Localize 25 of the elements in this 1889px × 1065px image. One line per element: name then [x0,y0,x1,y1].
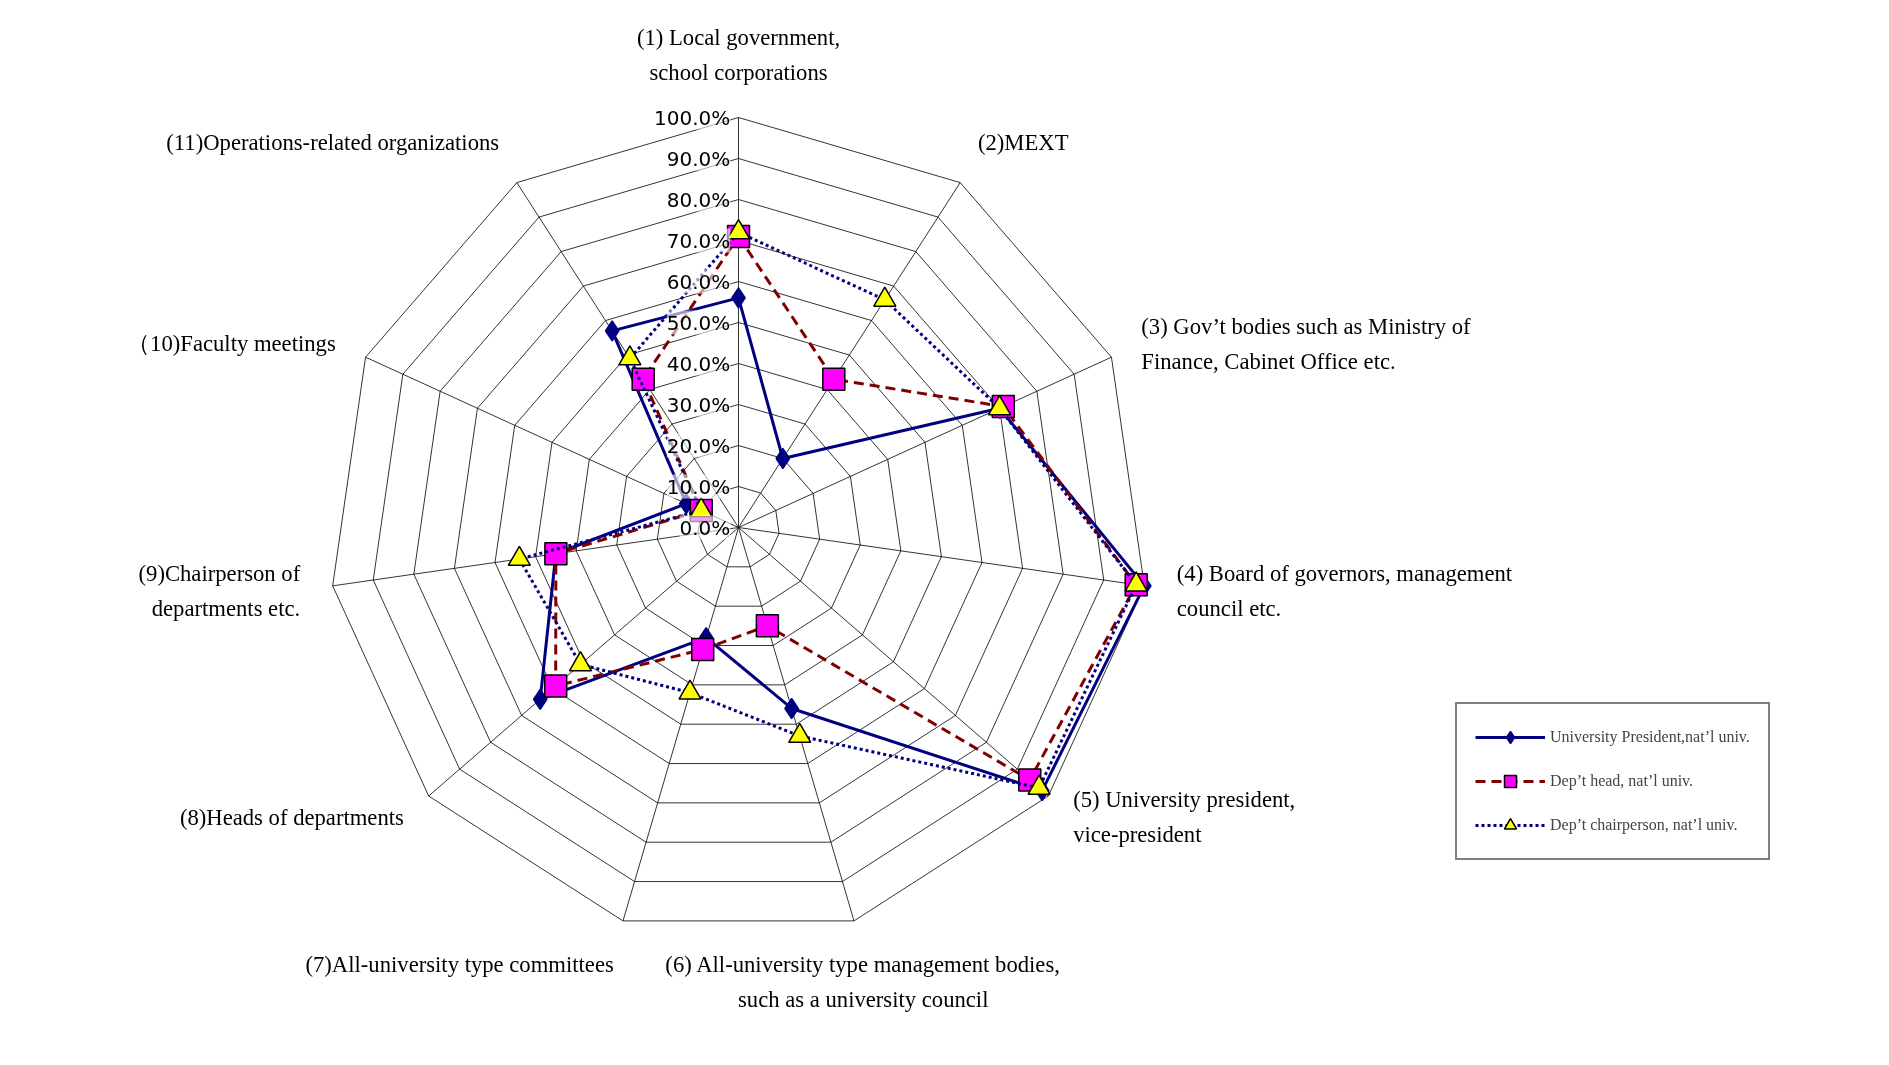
y-tick-label: 30.0% [666,392,731,417]
y-tick-label: 60.0% [666,269,731,294]
spoke-label: (7)All-university type committees [305,952,614,978]
legend-label: Dep’t chairperson, nat’l univ. [1550,816,1738,834]
y-tick-label: 50.0% [666,310,731,335]
y-tick-label: 10.0% [666,474,731,499]
legend-label: University President,nat’l univ. [1550,728,1750,746]
spoke-label: （10)Faculty meetings [127,331,336,357]
y-tick-label: 80.0% [666,187,731,212]
y-tick-label: 90.0% [666,146,731,171]
spoke-label: (3) Gov’t bodies such as Ministry of Finance, Cabinet Office etc. [1141,313,1472,374]
spoke-label: (2)MEXT [977,129,1069,155]
spoke-label: (1) Local government, school corporations [636,24,841,85]
spoke-label: (9)Chairperson of departments etc. [138,560,301,621]
spoke-label: (5) University president, vice-president [1073,787,1296,848]
y-tick-label: 100.0% [654,105,731,130]
spoke-label: (8)Heads of departments [179,804,404,830]
spoke-label: (11)Operations-related organizations [166,129,500,155]
spoke-label: (6) All-university type management bodies, such as a university council [665,952,1060,1013]
y-tick-label: 40.0% [666,351,731,376]
y-tick-label: 0.0% [679,515,731,540]
y-tick-label: 70.0% [666,228,731,253]
y-tick-label: 20.0% [666,433,731,458]
legend-label: Dep’t head, nat’l univ. [1550,772,1694,790]
spoke-label: (4) Board of governors, management council etc. [1176,560,1513,621]
